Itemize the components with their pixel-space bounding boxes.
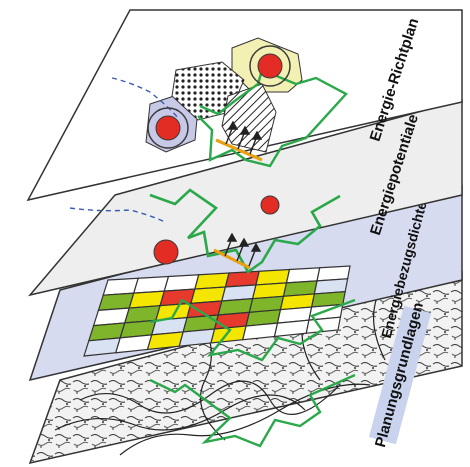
plan-dot-ring-left <box>147 107 189 149</box>
layer-energie-richtplan: Energie-Richtplan <box>26 9 463 202</box>
potential-heat-line <box>213 248 251 270</box>
layer-energiebezugsdichte: Energiebezugsdichte <box>28 185 463 382</box>
boundary-line-plan <box>197 68 348 168</box>
energiepotentiale-plane <box>27 99 463 297</box>
boundary-line-density <box>149 298 356 362</box>
dashed-path-plan <box>111 77 179 119</box>
plan-heat-line <box>215 138 263 162</box>
boundary-line-base <box>149 373 356 448</box>
potential-dot-small <box>260 195 280 215</box>
density-cell <box>241 322 279 341</box>
plan-dot-top <box>257 53 283 79</box>
density-cell <box>114 334 153 354</box>
plan-dot-ring-top <box>249 45 291 87</box>
density-cell <box>83 337 122 357</box>
potential-dot-large <box>153 239 179 265</box>
density-cell <box>273 319 310 338</box>
boundary-line-potential <box>149 188 341 274</box>
density-cell <box>178 328 216 347</box>
potential-arrows <box>224 232 262 267</box>
density-cell <box>305 316 342 334</box>
plan-dot-left <box>155 115 181 141</box>
plan-arrows <box>225 120 263 155</box>
layer-energiepotentiale: Energiepotentiale <box>27 99 463 297</box>
planungsgrundlagen-label-bg <box>368 305 432 445</box>
density-cell <box>146 331 184 351</box>
